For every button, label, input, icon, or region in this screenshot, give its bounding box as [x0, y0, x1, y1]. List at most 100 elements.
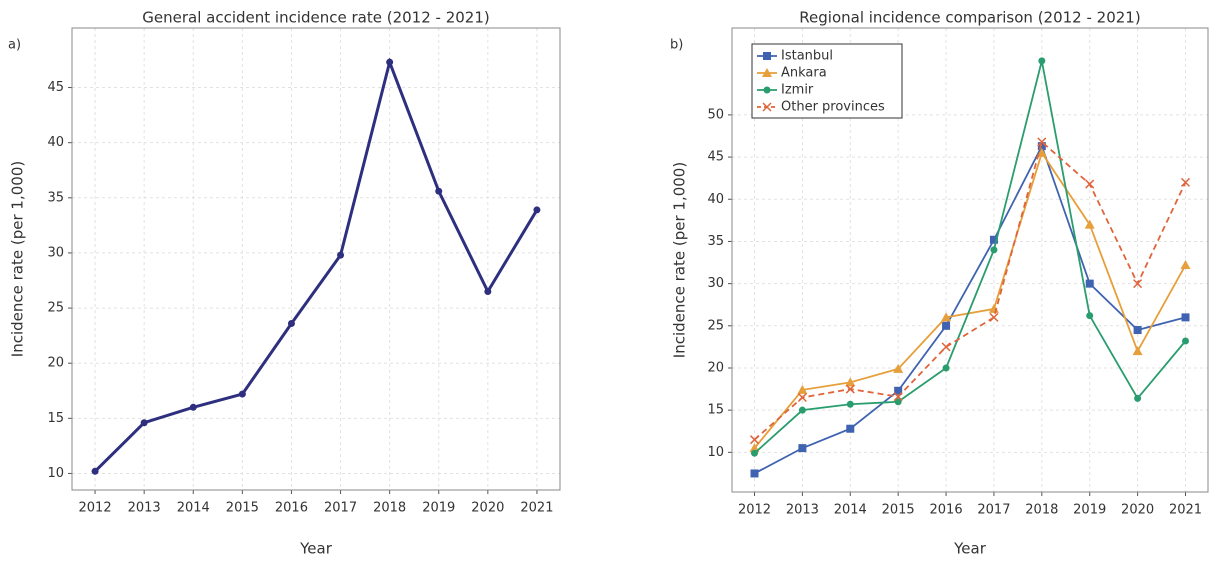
x-tick-label: 2017	[324, 501, 357, 516]
y-tick-label: 30	[47, 245, 64, 260]
legend-label: Other provinces	[781, 100, 885, 115]
marker	[846, 424, 855, 433]
marker	[941, 342, 951, 352]
marker	[762, 68, 772, 77]
y-tick-label: 45	[47, 80, 64, 95]
marker	[238, 390, 246, 398]
marker	[1181, 337, 1189, 345]
x-tick-label: 2013	[786, 503, 819, 518]
marker	[1181, 313, 1190, 322]
x-axis-label: Year	[953, 540, 987, 558]
y-axis-label: Incidence rate (per 1,000)	[671, 162, 689, 358]
y-tick-label: 20	[47, 356, 64, 371]
line	[753, 60, 1187, 454]
marker	[798, 406, 806, 414]
marker	[763, 52, 771, 60]
x-tick-label: 2013	[128, 501, 161, 516]
marker	[1132, 346, 1143, 356]
x-tick-label: 2015	[226, 501, 259, 516]
y-tick-label: 10	[47, 466, 64, 481]
marker	[1085, 279, 1094, 288]
y-tick-label: 35	[47, 190, 64, 205]
marker	[763, 86, 771, 94]
x-tick-label: 2018	[373, 501, 406, 516]
y-tick-label: 20	[707, 360, 724, 375]
y-tick-label: 40	[47, 135, 64, 150]
marker	[941, 312, 952, 322]
marker	[942, 364, 950, 372]
x-tick-label: 2015	[882, 503, 915, 518]
x-tick-label: 2018	[1025, 503, 1058, 518]
y-tick-label: 25	[47, 301, 64, 316]
y-axis-label: Incidence rate (per 1,000)	[9, 161, 27, 357]
y-tick-label: 30	[707, 276, 724, 291]
x-tick-label: 2014	[834, 503, 867, 518]
marker	[894, 386, 903, 395]
marker	[1084, 219, 1095, 229]
marker	[797, 384, 808, 394]
marker	[1038, 57, 1046, 65]
x-tick-label: 2012	[79, 501, 112, 516]
marker	[750, 469, 759, 478]
x-tick-label: 2020	[471, 501, 504, 516]
y-tick-label: 50	[707, 107, 724, 122]
marker	[435, 187, 443, 195]
marker	[989, 312, 999, 322]
marker	[749, 435, 760, 445]
marker	[1085, 179, 1095, 189]
y-tick-label: 25	[707, 318, 724, 333]
marker	[893, 392, 903, 402]
marker	[798, 444, 807, 453]
panel-label: b)	[670, 38, 683, 53]
marker	[894, 398, 902, 406]
y-tick-label: 40	[707, 192, 724, 207]
y-tick-label: 35	[707, 234, 724, 249]
marker	[845, 377, 856, 387]
line	[94, 57, 539, 473]
y-tick-label: 15	[707, 403, 724, 418]
legend-label: Izmir	[781, 83, 814, 98]
x-tick-label: 2016	[275, 501, 308, 516]
marker	[189, 403, 197, 411]
marker	[846, 400, 854, 408]
marker	[484, 288, 492, 296]
x-axis-label: Year	[299, 540, 333, 558]
marker	[533, 206, 541, 214]
x-tick-label: 2021	[1169, 503, 1202, 518]
marker	[845, 384, 855, 394]
marker	[1037, 142, 1046, 151]
chart-title: Regional incidence comparison (2012 - 20…	[799, 9, 1140, 27]
plot-frame	[71, 27, 561, 491]
marker	[386, 58, 394, 66]
x-tick-label: 2012	[738, 503, 771, 518]
marker	[1180, 260, 1191, 270]
marker	[1086, 312, 1094, 320]
marker	[893, 363, 904, 373]
marker	[1133, 326, 1142, 335]
marker	[988, 303, 999, 313]
plot-frame	[731, 27, 1209, 493]
x-tick-label: 2016	[930, 503, 963, 518]
legend-label: Istanbul	[781, 49, 833, 64]
x-tick-label: 2014	[177, 501, 210, 516]
panel-label: a)	[8, 38, 21, 53]
line	[753, 150, 1187, 449]
marker	[1180, 177, 1191, 187]
legend-label: Ankara	[781, 66, 827, 81]
marker	[797, 392, 807, 403]
marker	[990, 246, 998, 254]
x-tick-label: 2019	[1073, 503, 1106, 518]
x-tick-label: 2021	[520, 501, 553, 516]
y-tick-label: 10	[707, 445, 724, 460]
line	[753, 140, 1187, 441]
marker	[751, 449, 759, 457]
marker	[287, 320, 295, 328]
marker	[762, 102, 772, 112]
y-tick-label: 15	[47, 411, 64, 426]
y-tick-label: 45	[707, 150, 724, 165]
marker	[91, 467, 99, 475]
marker	[942, 321, 951, 330]
marker	[140, 419, 148, 427]
